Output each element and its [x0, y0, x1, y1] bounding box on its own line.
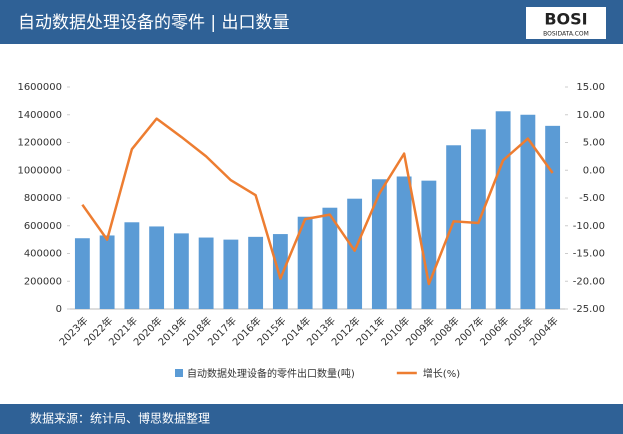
y2-tick-label: 5.00 — [583, 138, 605, 149]
bar — [371, 179, 387, 309]
bar — [470, 129, 486, 309]
y-tick-label: 1600000 — [17, 82, 62, 93]
logo-site: BOSIDATA.COM — [543, 31, 589, 38]
bar — [421, 180, 437, 309]
y-tick-label: 400000 — [24, 249, 62, 260]
bar — [446, 145, 462, 309]
y2-tick-label: -5.00 — [579, 193, 605, 204]
bar — [495, 111, 511, 309]
header-band — [0, 0, 623, 44]
y-tick-label: 0 — [56, 304, 62, 315]
y-tick-label: 600000 — [24, 221, 62, 232]
bar — [223, 239, 239, 309]
bar — [520, 114, 536, 309]
y2-tick-label: 15.00 — [576, 82, 605, 93]
legend-swatch — [175, 369, 183, 377]
bar — [149, 226, 165, 309]
bar — [297, 216, 313, 309]
y-tick-label: 1400000 — [17, 110, 62, 121]
logo-box — [526, 7, 606, 39]
logo-text: BOSI — [544, 10, 587, 29]
bar — [99, 235, 115, 309]
source: 数据来源：统计局、博思数据整理 — [30, 411, 210, 426]
bar — [248, 236, 264, 309]
chart-title: 自动数据处理设备的零件 | 出口数量 — [18, 13, 290, 33]
bar — [173, 233, 189, 309]
bar — [198, 237, 214, 309]
y2-tick-label: -20.00 — [573, 276, 605, 287]
y2-tick-label: 0.00 — [583, 165, 605, 176]
y-tick-label: 200000 — [24, 276, 62, 287]
bar — [545, 125, 561, 309]
y2-tick-label: 10.00 — [576, 110, 605, 121]
y-tick-label: 800000 — [24, 193, 62, 204]
y-tick-label: 1200000 — [17, 138, 62, 149]
legend-label: 自动数据处理设备的零件出口数量(吨) — [187, 367, 355, 380]
bar — [347, 198, 363, 309]
y2-tick-label: -10.00 — [573, 221, 605, 232]
bar — [272, 234, 288, 309]
bar — [322, 207, 338, 309]
line — [81, 117, 554, 286]
legend-label: 增长(%) — [423, 367, 460, 380]
y2-tick-label: -25.00 — [573, 304, 605, 315]
footer-band — [0, 404, 623, 434]
bar — [74, 238, 90, 309]
bar — [124, 222, 140, 309]
y-tick-label: 1000000 — [17, 165, 62, 176]
bar — [396, 176, 412, 309]
y2-tick-label: -15.00 — [573, 249, 605, 260]
